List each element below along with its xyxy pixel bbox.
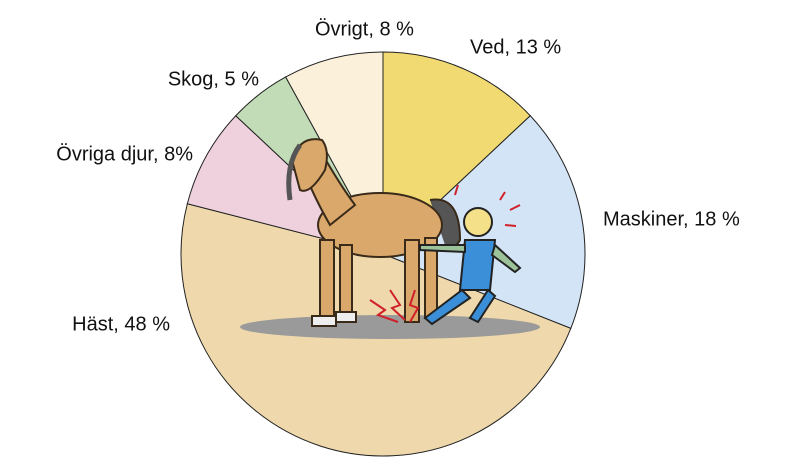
slice-label: Häst, 48 % [72, 313, 170, 335]
slice-label: Maskiner, 18 % [603, 208, 740, 230]
slice-label: Övriga djur, 8% [56, 143, 193, 165]
chart: Ved, 13 % Maskiner, 18 % Häst, 48 % Övriga … [0, 0, 787, 457]
slice-label: Övrigt, 8 % [315, 18, 414, 40]
slice-label: Ved, 13 % [470, 36, 561, 58]
slice-label: Skog, 5 % [168, 68, 259, 90]
